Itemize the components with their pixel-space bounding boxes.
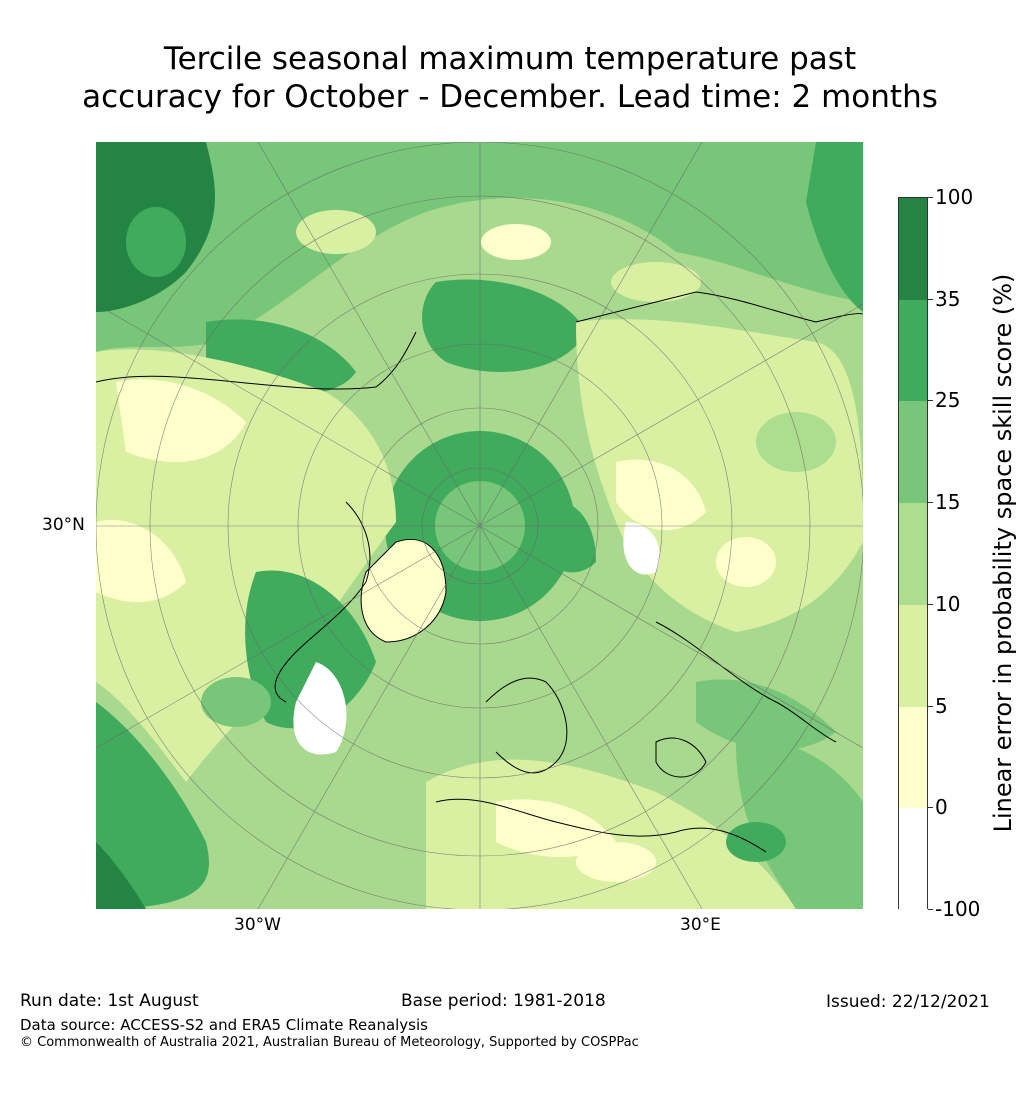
colorbar-tick-label: -100 bbox=[935, 897, 981, 921]
data-source: Data source: ACCESS-S2 and ERA5 Climate … bbox=[20, 1016, 428, 1034]
colorbar-tick-mark bbox=[928, 197, 933, 198]
pale-patch bbox=[716, 537, 776, 587]
map-title: Tercile seasonal maximum temperature pas… bbox=[0, 40, 1020, 116]
central-asia-region bbox=[696, 679, 836, 751]
lower-right-region bbox=[736, 740, 863, 909]
lon-label-30e: 30°E bbox=[680, 915, 721, 935]
colorbar-tick-label: 25 bbox=[935, 388, 961, 413]
copyright: © Commonwealth of Australia 2021, Austra… bbox=[20, 1035, 639, 1050]
coastline-hudson-bay bbox=[274, 501, 371, 703]
arctic-ocean-region bbox=[422, 279, 586, 372]
colorbar-tick-mark bbox=[928, 603, 933, 605]
lat-label-30n: 30°N bbox=[42, 515, 85, 535]
colorbar-tick-label: 100 bbox=[935, 185, 974, 209]
coastline-siberia bbox=[575, 291, 863, 323]
colorbar-tick-mark bbox=[928, 400, 933, 402]
lower-left-ocean-region bbox=[96, 702, 209, 909]
colorbar-segment bbox=[899, 808, 927, 910]
colorbar-tick-label: 0 bbox=[935, 795, 948, 820]
upper-ocean-region bbox=[96, 142, 863, 352]
pale-patch bbox=[201, 677, 271, 727]
graticule bbox=[96, 142, 863, 909]
colorbar-segment bbox=[899, 604, 927, 707]
canada-low-skill-area bbox=[96, 520, 186, 602]
colorbar-tick-mark bbox=[928, 705, 933, 707]
colorbar-segment bbox=[899, 198, 927, 300]
coastline-scandinavia bbox=[485, 677, 568, 774]
dark-patch bbox=[726, 822, 786, 862]
colorbar-tick-label: 10 bbox=[935, 591, 961, 616]
map-title-line-1: Tercile seasonal maximum temperature pas… bbox=[163, 41, 857, 77]
colorbar-segment bbox=[899, 401, 927, 504]
meridian-60e bbox=[96, 303, 863, 749]
siberia-low-skill-area bbox=[616, 459, 706, 531]
coastline-north-america-arctic bbox=[96, 331, 417, 390]
dark-patch bbox=[126, 207, 186, 277]
skill-score-map bbox=[96, 142, 863, 909]
mediterranean-low-skill-area bbox=[496, 799, 616, 857]
greenland-landmass bbox=[361, 539, 446, 642]
lon-label-30w: 30°W bbox=[234, 915, 281, 935]
lower-left-dark-region bbox=[96, 842, 146, 909]
issued-date: Issued: 22/12/2021 bbox=[826, 992, 990, 1012]
coastline-asia-east bbox=[655, 621, 837, 743]
map-title-line-2: accuracy for October - December. Lead ti… bbox=[82, 79, 938, 115]
siberia-negative-area bbox=[623, 522, 660, 575]
pale-patch bbox=[756, 412, 836, 472]
colorbar-tick-mark bbox=[928, 298, 933, 300]
colorbar bbox=[898, 197, 928, 910]
colorbar-segment bbox=[899, 706, 927, 809]
pale-patch bbox=[481, 224, 551, 260]
colorbar-tick-label: 5 bbox=[935, 693, 948, 718]
alaska-low-skill-area bbox=[116, 379, 246, 462]
coastline-greenland bbox=[360, 539, 447, 643]
coastline-caspian bbox=[655, 737, 707, 778]
colorbar-tick-mark bbox=[928, 909, 933, 910]
colorbar-tick-label: 35 bbox=[935, 286, 961, 311]
labrador-sea-region bbox=[245, 570, 376, 729]
pale-patch bbox=[296, 210, 376, 254]
pale-patch bbox=[576, 842, 656, 882]
north-atlantic-negative-area bbox=[293, 662, 347, 755]
run-date: Run date: 1st August bbox=[20, 991, 199, 1011]
colorbar-segment bbox=[899, 299, 927, 402]
colorbar-tick-label: 15 bbox=[935, 490, 961, 515]
siberian-arctic-region bbox=[536, 500, 596, 573]
colorbar-tick-mark bbox=[928, 502, 933, 504]
colorbar-title: Linear error in probability space skill … bbox=[989, 273, 1017, 833]
pale-patch bbox=[611, 262, 701, 302]
coastlines bbox=[96, 291, 863, 853]
colorbar-tick-mark bbox=[928, 807, 933, 809]
skill-score-map-svg bbox=[96, 142, 863, 909]
colorbar-segment bbox=[899, 503, 927, 605]
base-period: Base period: 1981-2018 bbox=[401, 991, 606, 1011]
upper-right-region bbox=[806, 142, 863, 312]
